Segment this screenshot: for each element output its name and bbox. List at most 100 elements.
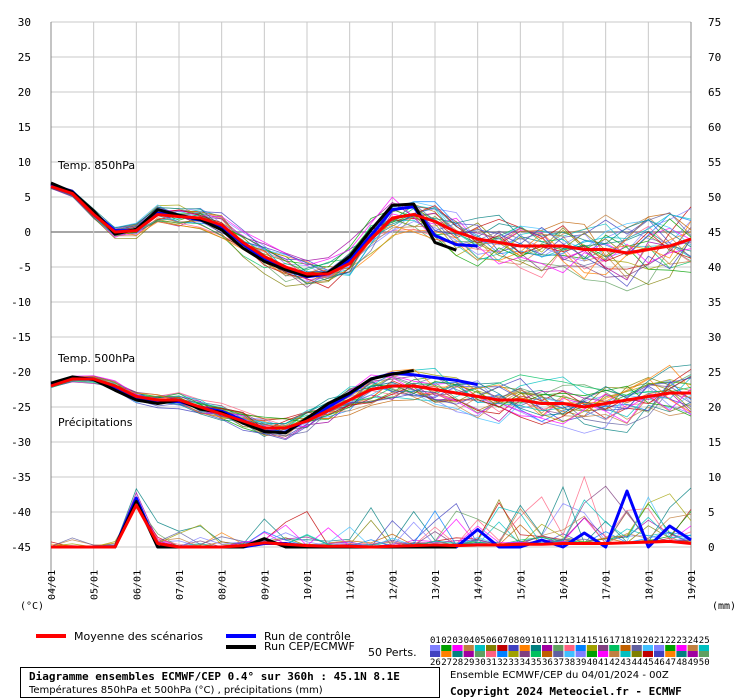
pert-swatch bbox=[586, 651, 597, 657]
pert-number-bottom: 35 bbox=[531, 658, 542, 668]
x-tick-label: 10/01 bbox=[303, 570, 314, 600]
pert-number-bottom: 32 bbox=[497, 658, 508, 668]
pert-swatch bbox=[553, 645, 564, 651]
pert-number-top: 21 bbox=[654, 636, 665, 646]
pert-swatch bbox=[508, 645, 519, 651]
legend: Moyenne des scénarios Run de contrôle Ru… bbox=[36, 630, 710, 668]
pert-number-top: 17 bbox=[609, 636, 620, 646]
pert-number-bottom: 37 bbox=[553, 658, 564, 668]
pert-swatch bbox=[609, 651, 620, 657]
pert-number-bottom: 41 bbox=[598, 658, 609, 668]
pert-swatch bbox=[698, 651, 709, 657]
pert-number-bottom: 46 bbox=[654, 658, 665, 668]
pert-number-top: 25 bbox=[699, 636, 710, 646]
pert-number-bottom: 38 bbox=[564, 658, 575, 668]
x-tick-label: 09/01 bbox=[260, 570, 271, 600]
pert-number-bottom: 44 bbox=[632, 658, 643, 668]
panel-label-precip: Précipitations bbox=[58, 416, 133, 429]
x-tick-label: 06/01 bbox=[132, 570, 143, 600]
pert-swatch bbox=[519, 651, 530, 657]
pert-number-bottom: 28 bbox=[452, 658, 463, 668]
pert-number-top: 18 bbox=[620, 636, 631, 646]
pert-swatch bbox=[542, 645, 553, 651]
pert-swatch bbox=[441, 651, 452, 657]
pert-swatch bbox=[441, 645, 452, 651]
right-tick-label: 65 bbox=[708, 86, 721, 99]
right-tick-label: 75 bbox=[708, 16, 721, 29]
pert-number-bottom: 40 bbox=[587, 658, 598, 668]
left-tick-label: -40 bbox=[11, 506, 31, 519]
pert-number-bottom: 31 bbox=[486, 658, 497, 668]
pert-swatch bbox=[654, 651, 665, 657]
pert-swatch bbox=[497, 651, 508, 657]
pert-swatch bbox=[620, 651, 631, 657]
pert-number-top: 12 bbox=[553, 636, 564, 646]
pert-swatch bbox=[665, 651, 676, 657]
pert-number-bottom: 50 bbox=[699, 658, 710, 668]
pert-number-bottom: 30 bbox=[475, 658, 486, 668]
legend-control-label: Run de contrôle bbox=[264, 630, 351, 643]
footer-title-box: Diagramme ensembles ECMWF/CEP 0.4° sur 3… bbox=[20, 667, 440, 698]
x-tick-label: 18/01 bbox=[644, 570, 655, 600]
left-tick-label: -35 bbox=[11, 471, 31, 484]
pert-swatch bbox=[642, 645, 653, 651]
x-tick-label: 05/01 bbox=[90, 570, 101, 600]
pert-number-top: 23 bbox=[676, 636, 687, 646]
left-tick-label: -10 bbox=[11, 296, 31, 309]
left-tick-label: -45 bbox=[11, 541, 31, 554]
pert-number-bottom: 34 bbox=[520, 658, 531, 668]
right-tick-label: 25 bbox=[708, 366, 721, 379]
chart-subtitle: Températures 850hPa et 500hPa (°C) , pré… bbox=[29, 685, 323, 696]
pert-swatch bbox=[553, 651, 564, 657]
pert-swatch bbox=[430, 645, 441, 651]
pert-swatch bbox=[542, 651, 553, 657]
pert-swatch bbox=[642, 651, 653, 657]
legend-perts-label: 50 Perts. bbox=[368, 646, 417, 659]
series-line bbox=[50, 181, 457, 278]
pert-number-top: 20 bbox=[643, 636, 654, 646]
pert-swatch bbox=[463, 645, 474, 651]
left-tick-label: -5 bbox=[18, 261, 31, 274]
legend-oper-label: Run CEP/ECMWF bbox=[264, 640, 355, 653]
left-tick-label: -20 bbox=[11, 366, 31, 379]
x-tick-label: 15/01 bbox=[516, 570, 527, 600]
pert-swatch bbox=[530, 645, 541, 651]
left-tick-label: 5 bbox=[24, 191, 31, 204]
pert-number-top: 07 bbox=[497, 636, 508, 646]
pert-swatch bbox=[586, 645, 597, 651]
x-tick-label: 12/01 bbox=[388, 570, 399, 600]
pert-number-bottom: 27 bbox=[441, 658, 452, 668]
x-tick-label: 19/01 bbox=[687, 570, 698, 600]
pert-swatch bbox=[564, 651, 575, 657]
x-tick-label: 04/01 bbox=[47, 570, 58, 600]
right-tick-label: 10 bbox=[708, 471, 721, 484]
left-axis-ticks: 30 25 20 15 10 5 0 -5 -10 -15 -20 -25 -30 -35 -40 -45 bbox=[11, 16, 31, 554]
x-tick-label: 17/01 bbox=[602, 570, 613, 600]
right-tick-label: 45 bbox=[708, 226, 721, 239]
pert-swatch bbox=[676, 651, 687, 657]
pert-number-bottom: 45 bbox=[643, 658, 654, 668]
pert-number-bottom: 48 bbox=[676, 658, 687, 668]
pert-swatch bbox=[474, 651, 485, 657]
right-tick-label: 50 bbox=[708, 191, 721, 204]
left-tick-label: 20 bbox=[18, 86, 31, 99]
series-line bbox=[51, 503, 692, 549]
pert-number-top: 15 bbox=[587, 636, 598, 646]
pert-swatch bbox=[452, 651, 463, 657]
pert-swatch bbox=[508, 651, 519, 657]
ensemble-member-line bbox=[50, 376, 692, 437]
pert-swatch bbox=[631, 651, 642, 657]
pert-swatch bbox=[452, 645, 463, 651]
pert-swatch bbox=[687, 645, 698, 651]
x-tick-label: 08/01 bbox=[218, 570, 229, 600]
pert-number-top: 05 bbox=[475, 636, 486, 646]
pert-number-top: 11 bbox=[542, 636, 553, 646]
pert-number-top: 14 bbox=[576, 636, 587, 646]
pert-swatch bbox=[463, 651, 474, 657]
pert-swatch bbox=[598, 651, 609, 657]
ensemble-member-line bbox=[50, 186, 692, 271]
right-tick-label: 30 bbox=[708, 331, 721, 344]
panel-label-t850: Temp. 850hPa bbox=[57, 159, 135, 172]
